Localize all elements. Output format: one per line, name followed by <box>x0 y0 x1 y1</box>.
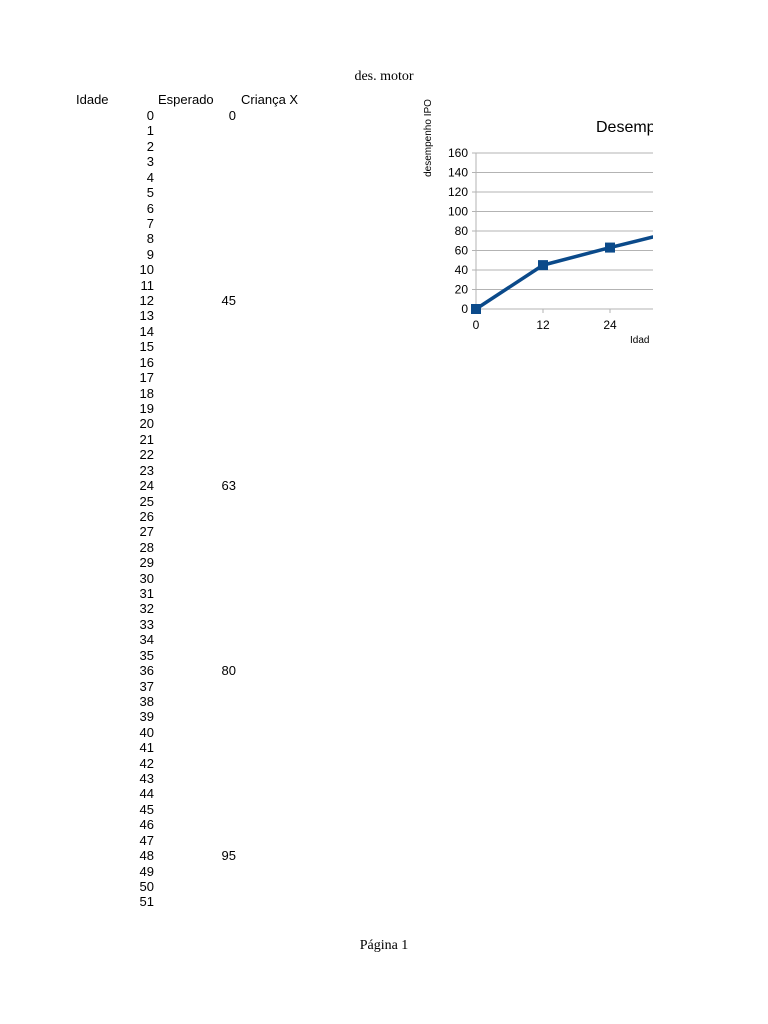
idade-cell: 23 <box>139 462 154 478</box>
idade-cell: 40 <box>139 724 154 740</box>
idade-cell: 21 <box>139 431 154 447</box>
chart-x-tick-label: 24 <box>603 318 617 332</box>
crianca-x-cell: 95 <box>221 848 236 864</box>
crianca-x-cell: 80 <box>221 663 236 679</box>
chart-y-tick-label: 80 <box>455 224 469 238</box>
idade-cell: 38 <box>139 693 154 709</box>
idade-cell: 8 <box>146 231 154 247</box>
idade-cell: 13 <box>139 308 154 324</box>
idade-cell: 33 <box>139 616 154 632</box>
idade-cell: 18 <box>139 385 154 401</box>
idade-cell: 42 <box>139 755 154 771</box>
idade-cell: 25 <box>139 493 154 509</box>
chart-y-tick-label: 0 <box>461 302 468 316</box>
idade-cell: 26 <box>139 508 154 524</box>
chart-y-tick-label: 60 <box>455 244 469 258</box>
column-header-crianca-x: Criança X <box>241 92 299 107</box>
column-header-idade: Idade <box>76 92 109 107</box>
page-header: des. motor <box>354 69 414 84</box>
idade-cell: 1 <box>146 123 154 139</box>
chart-point <box>605 242 615 253</box>
idade-cell: 34 <box>139 632 154 648</box>
idade-cell: 36 <box>139 663 154 679</box>
chart-point <box>538 260 548 271</box>
idade-cell: 49 <box>139 863 154 879</box>
chart-y-tick-label: 160 <box>448 146 468 160</box>
chart-grid <box>472 152 653 310</box>
idade-cell: 29 <box>139 555 154 571</box>
idade-cell: 16 <box>139 354 154 370</box>
idade-cell: 48 <box>139 848 154 864</box>
chart-y-tick-label: 100 <box>448 205 468 219</box>
chart-y-tick-label: 20 <box>455 283 469 297</box>
idade-cell: 50 <box>139 879 154 894</box>
idade-cell: 4 <box>146 169 154 185</box>
chart-series-line <box>475 235 653 311</box>
idade-cell: 51 <box>139 894 154 910</box>
idade-cell: 44 <box>139 786 154 802</box>
chart-point <box>471 304 481 314</box>
idade-cell: 11 <box>140 277 155 293</box>
idade-cell: 3 <box>146 154 154 170</box>
idade-cell: 35 <box>139 647 154 663</box>
chart-series <box>471 235 653 314</box>
idade-cell: 32 <box>139 601 154 617</box>
idade-cell: 43 <box>139 771 154 787</box>
idade-cell: 12 <box>139 293 154 309</box>
crianca-x-cell: 0 <box>228 108 236 123</box>
chart-x-tick-label: 0 <box>473 318 480 332</box>
idade-cell: 37 <box>139 678 154 694</box>
idade-cell: 20 <box>139 416 154 432</box>
chart-x-axis-label: Idad <box>630 335 649 346</box>
idade-cell: 6 <box>146 200 154 216</box>
chart-axes: 0 20 40 60 80 100 120 140 160 0 12 24 <box>448 146 617 332</box>
idade-cell: 9 <box>146 246 154 262</box>
idade-cell: 24 <box>139 478 154 494</box>
idade-cell: 0 <box>146 108 154 123</box>
chart-y-tick-label: 140 <box>448 166 468 180</box>
idade-cell: 10 <box>139 262 154 278</box>
idade-cell: 17 <box>139 370 154 386</box>
column-header-esperado: Esperado <box>158 92 214 107</box>
idade-cell: 7 <box>146 215 154 231</box>
idade-cell: 41 <box>139 740 154 756</box>
idade-cell: 45 <box>139 801 154 817</box>
idade-cell: 22 <box>139 447 154 463</box>
idade-cell: 2 <box>146 138 154 154</box>
chart-y-axis-label: desempenho IPO <box>423 99 434 177</box>
idade-cell: 27 <box>139 524 154 540</box>
idade-cell: 46 <box>139 817 154 833</box>
chart-y-tick-label: 40 <box>455 263 469 277</box>
chart-y-tick-label: 120 <box>448 185 468 199</box>
idade-cell: 31 <box>139 586 154 602</box>
idade-cell: 28 <box>139 539 154 555</box>
page-footer: Página 1 <box>359 938 409 953</box>
chart-title: Desemp <box>596 119 656 136</box>
idade-cell: 14 <box>139 323 154 339</box>
idade-cell: 30 <box>139 570 154 586</box>
chart-x-tick-label: 12 <box>536 318 550 332</box>
idade-cell: 5 <box>146 185 154 201</box>
idade-cell: 19 <box>139 400 154 416</box>
idade-cell: 47 <box>139 832 154 848</box>
idade-cell: 39 <box>139 709 154 725</box>
crianca-x-cell: 63 <box>221 478 236 494</box>
idade-cell: 15 <box>139 339 154 355</box>
crianca-x-cell: 45 <box>221 293 236 309</box>
